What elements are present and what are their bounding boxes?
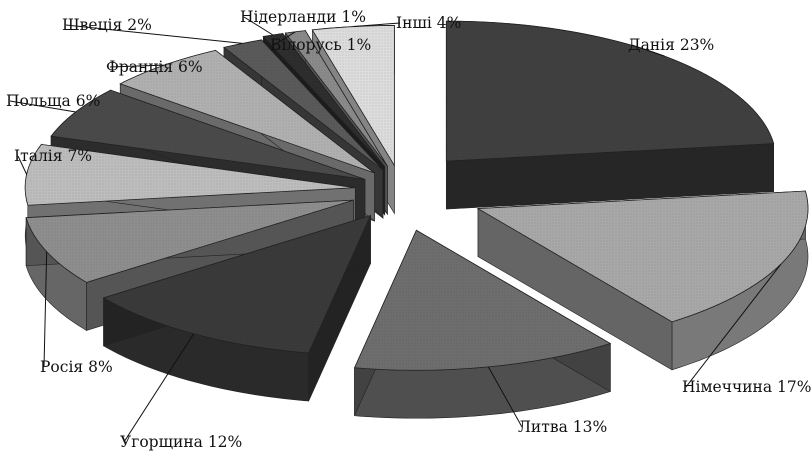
leader-line-9 bbox=[65, 24, 243, 44]
leader-line-5 bbox=[43, 251, 48, 368]
slice-label: Польща 6% bbox=[6, 92, 100, 110]
slice-tops bbox=[24, 20, 809, 371]
slice-texture-5 bbox=[26, 200, 354, 283]
slice-texture-8 bbox=[120, 50, 375, 174]
leader-line-7 bbox=[9, 100, 76, 113]
leader-line-8 bbox=[109, 64, 165, 68]
slice-texture-11 bbox=[285, 30, 388, 167]
leader-line-3 bbox=[487, 366, 523, 428]
leader-lines bbox=[9, 16, 782, 443]
slice-label: Нідерланди 1% bbox=[240, 8, 366, 26]
slice-texture-7 bbox=[51, 90, 365, 180]
slice-texture-1 bbox=[446, 21, 774, 162]
leader-line-2 bbox=[685, 263, 782, 388]
slice-texture-4 bbox=[103, 215, 371, 354]
slice-label: Білорусь 1% bbox=[270, 36, 371, 54]
leader-line-6 bbox=[17, 155, 28, 175]
slice-label: Швеція 2% bbox=[62, 16, 152, 34]
slice-texture-9 bbox=[223, 39, 383, 171]
slice-texture-3 bbox=[354, 230, 611, 371]
slice-label: Італія 7% bbox=[14, 147, 92, 165]
leader-line-12 bbox=[352, 22, 401, 28]
slice-label: Франція 6% bbox=[106, 58, 203, 76]
slice-label: Росія 8% bbox=[40, 358, 113, 376]
leader-line-1 bbox=[631, 44, 665, 57]
slice-texture-10 bbox=[263, 33, 385, 167]
slice-label: Литва 13% bbox=[518, 418, 607, 436]
slice-label: Данія 23% bbox=[628, 36, 714, 54]
leader-line-11 bbox=[273, 31, 296, 46]
slice-texture-2 bbox=[478, 191, 809, 322]
slice-texture-6 bbox=[25, 144, 356, 206]
slice-texture-12 bbox=[312, 25, 395, 166]
slice-label: Німеччина 17% bbox=[682, 378, 811, 396]
slice-labels: Данія 23% Німеччина 17% Литва 13% Угорщина … bbox=[6, 8, 811, 451]
slice-label: Угорщина 12% bbox=[120, 433, 242, 451]
leader-line-10 bbox=[243, 16, 274, 36]
leader-line-4 bbox=[123, 333, 195, 443]
slice-label: Інші 4% bbox=[396, 14, 461, 32]
